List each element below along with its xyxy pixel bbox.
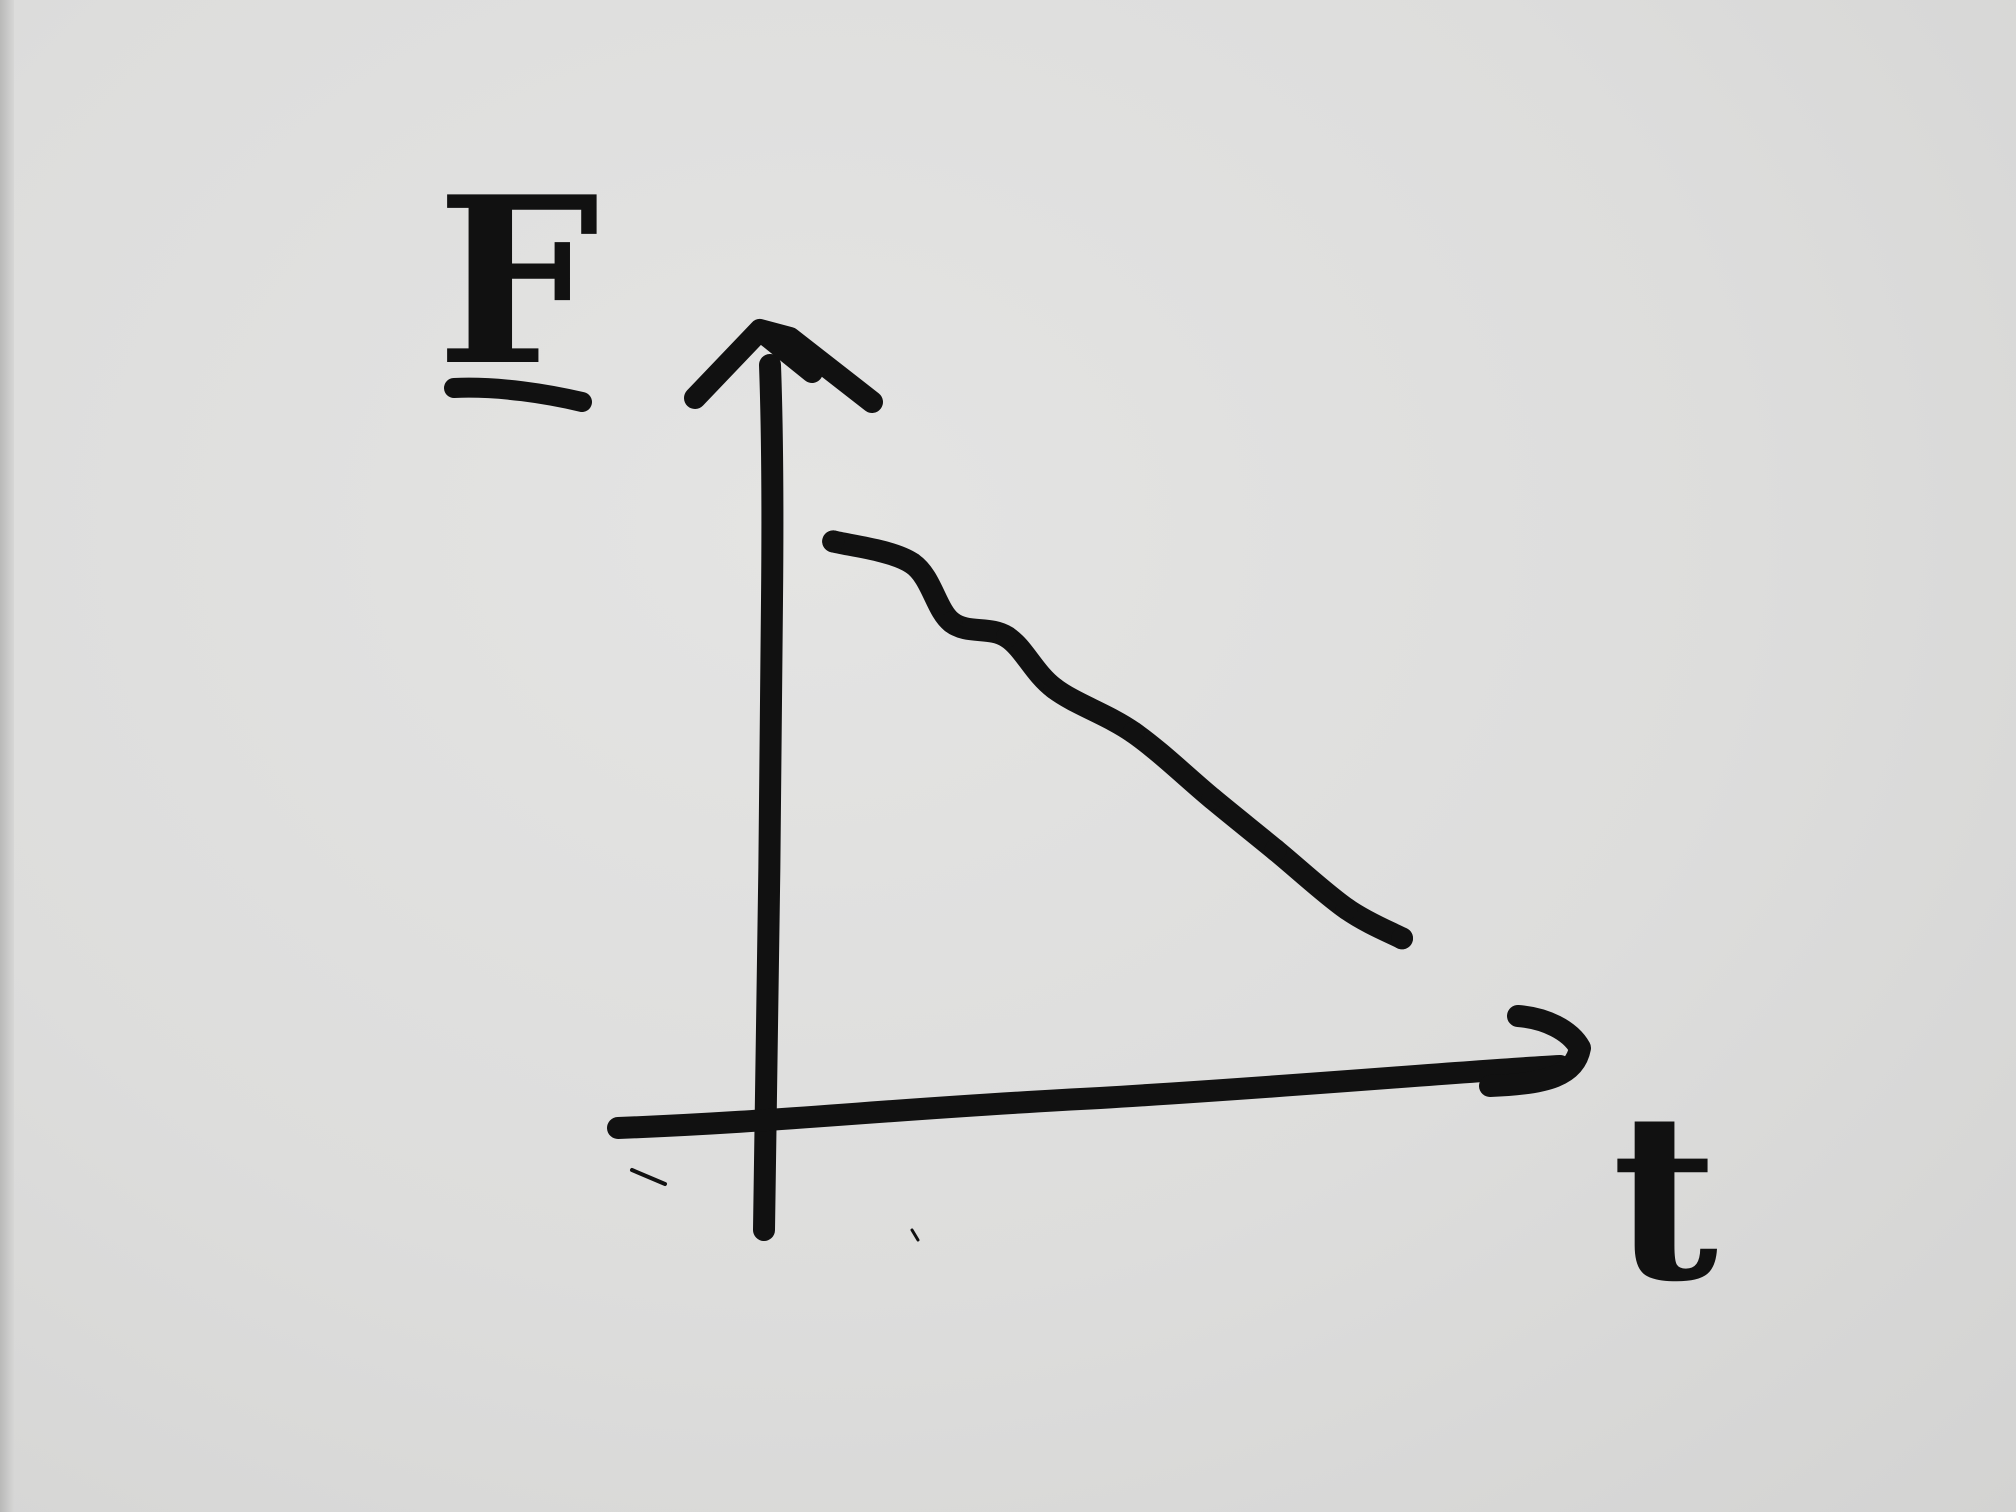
data-points bbox=[822, 530, 1413, 950]
data-point bbox=[1264, 839, 1287, 862]
data-point bbox=[1391, 927, 1413, 950]
y-axis-label-text: F bbox=[436, 147, 599, 417]
x-axis-label: t bbox=[1612, 1063, 1718, 1333]
data-point bbox=[1043, 677, 1066, 700]
x-axis-line bbox=[607, 1055, 1571, 1139]
paper-edge bbox=[0, 0, 14, 1512]
series-line bbox=[822, 530, 1413, 950]
y-axis-line bbox=[753, 354, 784, 1241]
data-point bbox=[940, 611, 963, 634]
x-axis-arrowhead bbox=[1479, 1005, 1591, 1097]
y-axis-arrowhead bbox=[684, 319, 883, 413]
stray-mark bbox=[630, 1168, 667, 1186]
data-point bbox=[996, 625, 1018, 648]
data-point bbox=[1122, 721, 1145, 744]
stray-dot bbox=[910, 1228, 920, 1242]
y-axis-label-underline bbox=[444, 377, 592, 412]
data-point bbox=[1201, 787, 1224, 810]
data-point bbox=[822, 530, 845, 553]
data-point bbox=[901, 552, 924, 575]
y-axis-label: F bbox=[436, 147, 599, 417]
data-point bbox=[1335, 897, 1358, 920]
